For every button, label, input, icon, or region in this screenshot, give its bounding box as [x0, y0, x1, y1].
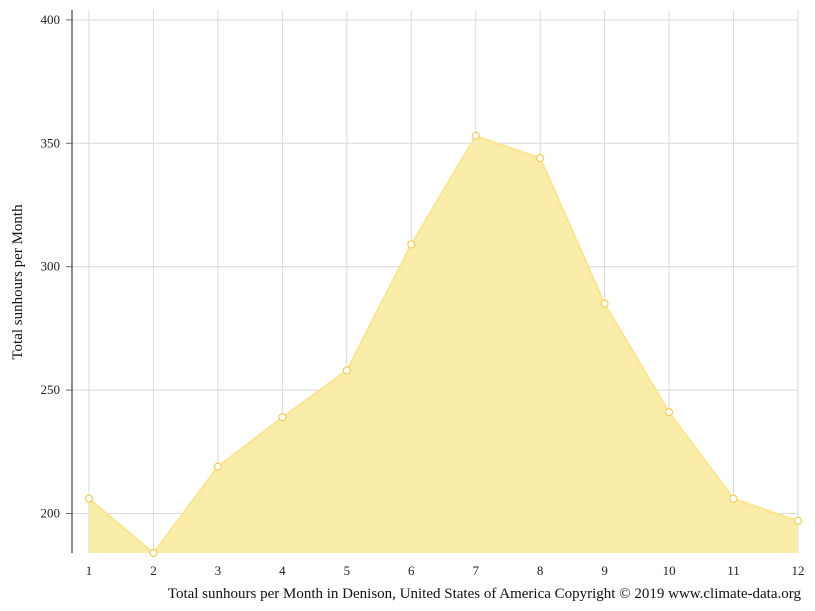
data-point-6 [407, 240, 416, 249]
chart-caption: Total sunhours per Month in Denison, Uni… [168, 586, 802, 602]
x-tick-label-4: 4 [279, 563, 286, 578]
y-tick-label-200: 200 [41, 506, 61, 521]
x-tick-label-10: 10 [663, 563, 676, 578]
x-tick-label-9: 9 [601, 563, 608, 578]
data-point-11 [729, 494, 738, 503]
x-tick-label-12: 12 [792, 563, 805, 578]
sunhours-line [88, 134, 799, 555]
x-tick-label-5: 5 [344, 563, 351, 578]
y-tick-label-250: 250 [41, 382, 61, 397]
y-tick-label-300: 300 [41, 259, 61, 274]
data-point-8 [536, 153, 545, 163]
data-point-10 [664, 408, 674, 417]
y-tick-label-350: 350 [41, 135, 61, 150]
area-layer [88, 134, 799, 555]
y-tick-labels: 200 250 300 350 400 [41, 12, 72, 521]
data-point-3 [213, 462, 223, 471]
data-point-4 [278, 413, 287, 422]
data-point-9 [600, 299, 609, 308]
data-point-1 [84, 494, 94, 503]
x-tick-label-6: 6 [408, 563, 415, 578]
x-tick-labels: 1 2 3 4 5 6 7 8 9 10 11 12 [86, 563, 805, 578]
x-tick-label-11: 11 [727, 563, 740, 578]
y-tick-label-400: 400 [41, 12, 61, 27]
data-point-7 [471, 131, 480, 141]
y-axis-title: Total sunhours per Month [10, 204, 26, 360]
x-tick-label-1: 1 [86, 563, 93, 578]
sunhours-area [89, 135, 798, 553]
x-tick-label-7: 7 [472, 563, 479, 578]
data-point-5 [342, 366, 351, 375]
data-point-12 [793, 516, 803, 526]
x-tick-label-8: 8 [537, 563, 544, 578]
data-point-2 [149, 548, 158, 558]
x-tick-label-3: 3 [215, 563, 222, 578]
x-tick-label-2: 2 [150, 563, 157, 578]
data-points [84, 131, 803, 558]
